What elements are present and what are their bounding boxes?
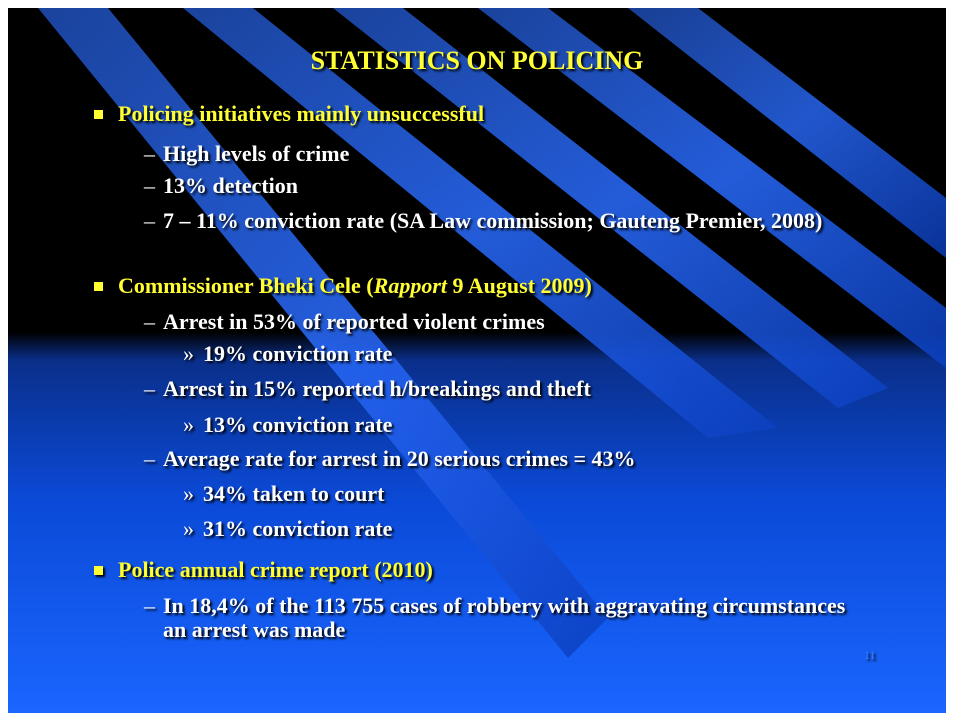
bullet: Police annual crime report (2010)	[94, 558, 878, 582]
sub-sub-bullet: 31% conviction rate	[183, 517, 843, 542]
sub-bullet: 13% detection	[144, 174, 883, 199]
slide-content: STATISTICS ON POLICING Policing initiati…	[8, 8, 946, 713]
bullet-text-italic: Rapport	[373, 273, 447, 298]
sub-bullet: In 18,4% of the 113 755 cases of robbery…	[144, 594, 863, 642]
sub-sub-bullet: 19% conviction rate	[183, 342, 843, 367]
sub-bullet: Average rate for arrest in 20 serious cr…	[144, 447, 883, 472]
sub-bullet: High levels of crime	[144, 142, 883, 167]
sub-bullet: Arrest in 15% reported h/breakings and t…	[144, 377, 883, 402]
bullet-text: 9 August 2009)	[447, 273, 592, 298]
bullet: Commissioner Bheki Cele (Rapport 9 Augus…	[94, 273, 878, 298]
bullet: Policing initiatives mainly unsuccessful	[94, 102, 878, 126]
sub-bullet: 7 – 11% conviction rate (SA Law commissi…	[144, 209, 853, 234]
bullet-text: Commissioner Bheki Cele (	[118, 273, 374, 298]
sub-bullet: Arrest in 53% of reported violent crimes	[144, 310, 883, 335]
page-number: 11	[864, 648, 876, 662]
sub-sub-bullet: 13% conviction rate	[183, 413, 843, 438]
slide-title: STATISTICS ON POLICING	[310, 46, 644, 75]
slide: STATISTICS ON POLICING Policing initiati…	[8, 8, 946, 713]
sub-sub-bullet: 34% taken to court	[183, 482, 843, 507]
